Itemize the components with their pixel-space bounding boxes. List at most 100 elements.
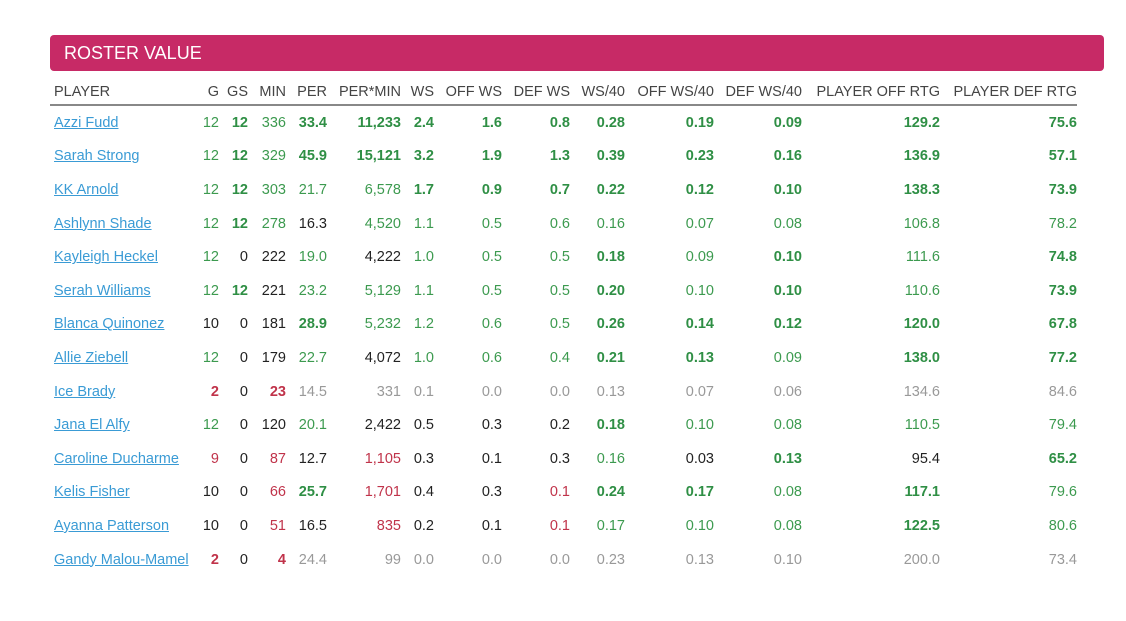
player-name-link[interactable]: Blanca Quinonez	[54, 316, 165, 333]
cell-per-min: 2,422	[364, 417, 401, 434]
column-header-player-off-rtg[interactable]: PLAYER OFF RTG	[802, 80, 940, 106]
player-name-link[interactable]: Gandy Malou-Mamel	[54, 551, 189, 568]
cell-ws-40: 0.20	[596, 282, 625, 299]
cell-def-ws: 0.7	[549, 181, 570, 198]
column-header-off-ws[interactable]: OFF WS	[434, 80, 502, 106]
cell-g: 2	[210, 383, 219, 400]
cell-def-ws-40: 0.16	[773, 148, 802, 165]
player-cell: Sarah Strong	[50, 140, 198, 174]
cell-off-ws-40: 0.07	[685, 383, 714, 400]
cell-gs: 12	[231, 181, 248, 198]
cell-off-ws: 0.5	[481, 249, 502, 266]
player-name-link[interactable]: Azzi Fudd	[54, 114, 119, 131]
cell-def-ws-40: 0.08	[773, 517, 802, 534]
cell-off-ws: 0.3	[481, 484, 502, 501]
cell-per: 14.5	[298, 383, 327, 400]
column-header-off-ws-40[interactable]: OFF WS/40	[625, 80, 714, 106]
cell-per-min: 6,578	[364, 181, 401, 198]
cell-player-off-rtg: 117.1	[904, 484, 941, 501]
column-header-per[interactable]: PER	[286, 80, 327, 106]
cell-gs: 0	[239, 316, 248, 333]
cell-per-min: 11,233	[357, 114, 401, 131]
cell-off-ws-40: 0.03	[685, 450, 714, 467]
cell-player-def-rtg: 74.8	[1048, 249, 1077, 266]
cell-player-def-rtg: 73.4	[1048, 551, 1077, 568]
cell-off-ws: 0.5	[481, 215, 502, 232]
cell-per: 23.2	[298, 282, 327, 299]
cell-def-ws-40: 0.09	[773, 349, 802, 366]
cell-ws: 2.4	[413, 114, 434, 131]
cell-gs: 0	[239, 349, 248, 366]
cell-per-min: 5,232	[364, 316, 401, 333]
cell-ws: 3.2	[413, 148, 434, 165]
cell-off-ws: 0.6	[481, 349, 502, 366]
column-header-def-ws-40[interactable]: DEF WS/40	[714, 80, 802, 106]
column-header-min[interactable]: MIN	[248, 80, 286, 106]
cell-def-ws-40: 0.10	[773, 282, 802, 299]
cell-player-def-rtg: 79.6	[1048, 484, 1077, 501]
cell-player-off-rtg: 110.6	[904, 282, 940, 299]
table-row: Kelis Fisher 10 0 66 25.7 1,701 0.4 0.3 0.1 0.24 0…	[50, 476, 1077, 510]
cell-g: 2	[210, 551, 219, 568]
player-name-link[interactable]: Jana El Alfy	[54, 417, 130, 434]
cell-g: 12	[202, 249, 219, 266]
player-name-link[interactable]: Allie Ziebell	[54, 349, 129, 366]
player-cell: Blanca Quinonez	[50, 308, 198, 342]
cell-min: 221	[261, 282, 286, 299]
cell-player-off-rtg: 138.3	[903, 181, 940, 198]
cell-player-def-rtg: 79.4	[1048, 417, 1077, 434]
column-header-per-min[interactable]: PER*MIN	[327, 80, 401, 106]
column-header-ws-40[interactable]: WS/40	[570, 80, 625, 106]
cell-def-ws: 0.4	[549, 349, 570, 366]
player-name-link[interactable]: Kayleigh Heckel	[54, 249, 158, 266]
column-header-g[interactable]: G	[198, 80, 219, 106]
column-header-player[interactable]: PLAYER	[50, 80, 198, 106]
cell-min: 278	[261, 215, 286, 232]
cell-per-min: 1,701	[364, 484, 401, 501]
column-header-def-ws[interactable]: DEF WS	[502, 80, 570, 106]
cell-def-ws: 0.5	[549, 249, 570, 266]
cell-off-ws: 1.6	[481, 114, 502, 131]
cell-ws: 1.1	[413, 282, 434, 299]
table-row: Serah Williams 12 12 221 23.2 5,129 1.1 0.5 0.5 0…	[50, 274, 1077, 308]
cell-gs: 0	[239, 249, 248, 266]
player-cell: Caroline Ducharme	[50, 442, 198, 476]
cell-def-ws: 0.1	[549, 484, 570, 501]
cell-off-ws-40: 0.14	[685, 316, 714, 333]
cell-player-def-rtg: 75.6	[1048, 114, 1077, 131]
player-name-link[interactable]: Ashlynn Shade	[54, 215, 152, 232]
cell-off-ws-40: 0.10	[685, 282, 714, 299]
column-header-ws[interactable]: WS	[401, 80, 434, 106]
cell-def-ws: 0.2	[549, 417, 570, 434]
cell-player-off-rtg: 110.5	[904, 417, 940, 434]
cell-g: 9	[210, 450, 219, 467]
cell-off-ws: 0.9	[481, 181, 502, 198]
cell-player-off-rtg: 111.6	[905, 249, 940, 266]
cell-gs: 0	[239, 383, 248, 400]
player-name-link[interactable]: Kelis Fisher	[54, 484, 130, 501]
table-row: Blanca Quinonez 10 0 181 28.9 5,232 1.2 0.6 0.5 0…	[50, 308, 1077, 342]
player-name-link[interactable]: Ice Brady	[54, 383, 116, 400]
cell-player-def-rtg: 57.1	[1048, 148, 1077, 165]
cell-def-ws-40: 0.06	[773, 383, 802, 400]
player-name-link[interactable]: KK Arnold	[54, 181, 119, 198]
cell-player-off-rtg: 95.4	[911, 450, 940, 467]
cell-gs: 12	[231, 114, 248, 131]
cell-def-ws-40: 0.08	[773, 484, 802, 501]
cell-g: 12	[202, 215, 219, 232]
player-name-link[interactable]: Sarah Strong	[54, 148, 140, 165]
cell-player-def-rtg: 78.2	[1048, 215, 1077, 232]
player-name-link[interactable]: Ayanna Patterson	[54, 517, 170, 534]
cell-off-ws-40: 0.19	[685, 114, 714, 131]
column-header-player-def-rtg[interactable]: PLAYER DEF RTG	[940, 80, 1077, 106]
cell-def-ws-40: 0.10	[773, 551, 802, 568]
cell-off-ws-40: 0.23	[685, 148, 714, 165]
player-name-link[interactable]: Serah Williams	[54, 282, 151, 299]
cell-per: 16.3	[298, 215, 327, 232]
player-name-link[interactable]: Caroline Ducharme	[54, 450, 179, 467]
cell-ws-40: 0.16	[596, 215, 625, 232]
roster-table: PLAYER G GS MIN PER PER*MIN WS OFF WS DEF WS WS/4…	[50, 80, 1077, 576]
column-header-gs[interactable]: GS	[219, 80, 248, 106]
cell-gs: 0	[239, 551, 248, 568]
cell-def-ws: 0.8	[549, 114, 570, 131]
